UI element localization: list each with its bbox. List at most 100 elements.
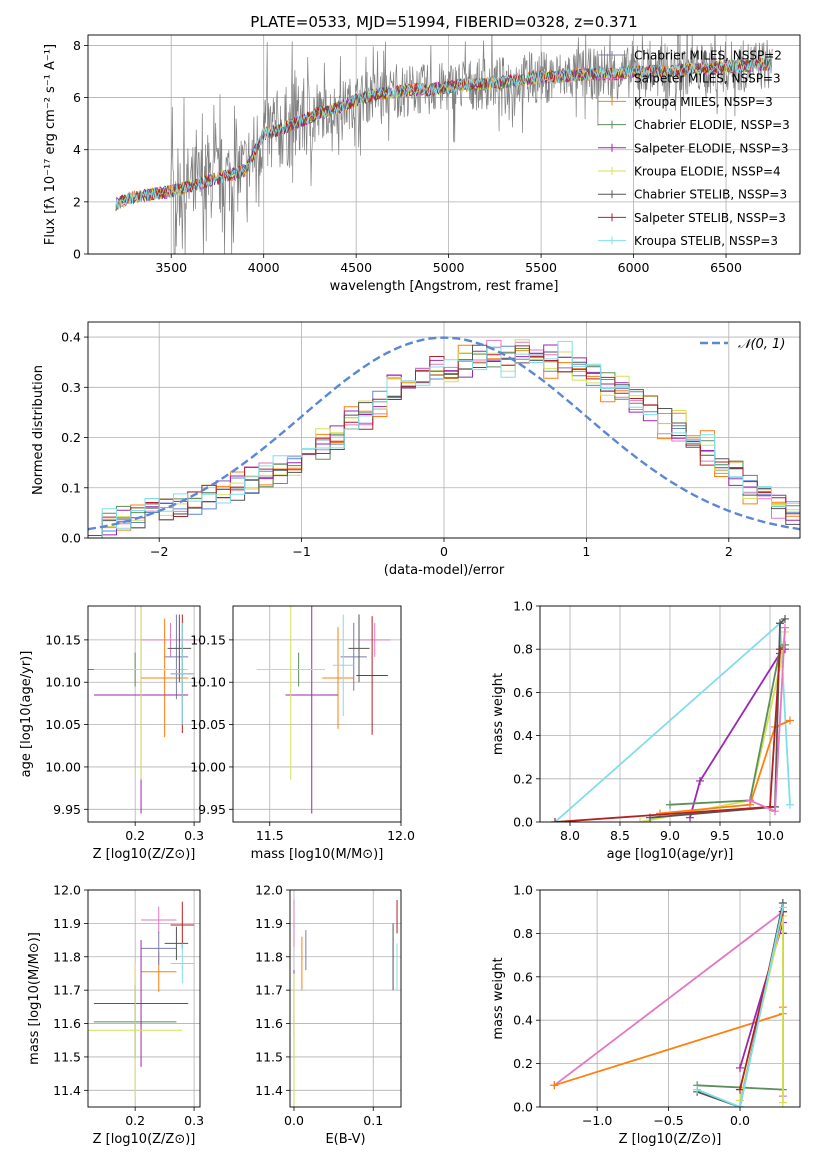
x-tick-label: 10.0 [756,828,784,843]
y-tick-label: 11.7 [53,983,81,998]
y-tick-label: 4 [73,142,81,157]
errorbar-point [285,606,338,814]
axes-frame [232,605,402,823]
x-tick-label: −0.5 [653,1113,683,1128]
x-tick-label: 0.3 [184,828,204,843]
axes-frame [539,605,801,823]
y-tick-label: 11.8 [53,949,81,964]
y-tick-label: 0.0 [513,815,533,830]
plot-area [256,606,391,814]
age-vs-mass-panel: 11.5 12.0 9.95 10.00 10.05 10.10 10.15 mass [lo… [190,605,415,862]
errorbar-point [359,622,391,657]
series-line [659,719,791,815]
x-axis-label: E(B-V) [325,1132,365,1147]
chart-legend: 𝒩(0, 1) [700,337,785,352]
x-axis-label: Z [log10(Z/Z⊙)] [93,847,196,862]
y-tick-label: 0.2 [513,1056,533,1071]
y-tick-label: 0.3 [61,380,81,395]
y-tick-label: 11.4 [53,1083,81,1098]
x-axis-label: (data-model)/error [384,563,505,578]
y-tick-label: 0.6 [513,969,533,984]
age-vs-Z-panel: 0.2 0.3 9.95 10.00 10.05 10.10 10.15 Z [log10(Z… [19,605,204,862]
series-marker [778,903,787,912]
y-tick-label: 11.4 [255,1083,283,1098]
legend-label: Kroupa MILES, NSSP=3 [634,95,773,109]
x-tick-label: −1 [292,544,310,559]
series-marker [736,1063,744,1072]
y-axis-label: Normed distribution [31,365,46,495]
mass-weight-vs-Z-panel: −1.0 −0.5 0.0 0.0 0.2 0.4 0.6 0.8 1.0 Z [log10(Z/… [491,883,801,1147]
x-tick-label: 4500 [340,260,372,275]
series-marker [746,796,754,805]
errorbar-point [322,627,354,729]
mass-vs-ebv-panel: 0.0 0.1 11.4 11.5 11.6 11.7 11.8 11.9 12.0 E(B-V) [255,883,402,1147]
errorbar-point [141,622,200,657]
plot-area [551,614,794,822]
x-tick-label: 6000 [618,260,650,275]
y-tick-label: 10.00 [190,759,226,774]
y-tick-label: 0.2 [61,430,81,445]
series-marker [781,623,789,632]
series-marker [776,645,784,654]
x-tick-label: −2 [150,544,168,559]
errorbar-point [348,614,370,683]
axes-frame [539,889,801,1108]
x-axis-label: wavelength [Angstrom, rest frame] [330,279,559,294]
x-tick-label: 0.2 [125,828,145,843]
x-tick-label: 12.0 [387,828,415,843]
series-marker [736,1085,744,1094]
x-tick-label: 5500 [525,260,557,275]
x-axis-label: Z [log10(Z/Z⊙)] [619,1132,722,1147]
x-axis-label: mass [log10(M/M⊙)] [251,847,384,862]
y-tick-label: 11.6 [255,1016,283,1031]
model-line [115,57,772,212]
y-tick-label: 10.05 [45,717,81,732]
y-axis-label: Flux [fλ 10⁻¹⁷ erg cm⁻² s⁻¹ A⁻¹] [43,44,58,245]
histogram-step [88,340,800,538]
series-marker [666,800,674,809]
legend-label: Chabrier MILES, NSSP=2 [634,49,782,63]
x-tick-label: 4000 [248,260,280,275]
x-tick-label: 0.0 [284,1113,304,1128]
y-tick-label: 1.0 [513,883,533,898]
legend-label: Chabrier STELIB, NSSP=3 [634,188,787,202]
y-tick-label: 11.5 [53,1049,81,1064]
histogram-step [88,344,800,536]
errorbar-point [167,614,192,683]
x-tick-label: 0.0 [730,1113,750,1128]
errorbar-point [88,963,183,1097]
plot-area [293,900,398,1107]
legend-label: Kroupa ELODIE, NSSP=4 [634,165,781,179]
observed-spectrum [115,35,773,254]
y-tick-label: 11.7 [255,983,283,998]
y-tick-label: 0.0 [513,1100,533,1115]
y-tick-label: 0 [73,247,81,262]
y-tick-label: 9.95 [53,802,81,817]
legend-label: Salpeter MILES, NSSP=3 [634,72,781,86]
gaussian-curve [88,336,800,531]
y-tick-label: 10.15 [45,632,81,647]
errorbar-point [141,906,177,934]
plot-area [115,35,773,254]
series-marker [786,800,794,809]
x-tick-label: 9.5 [710,828,730,843]
y-tick-label: 12.0 [53,883,81,898]
y-tick-label: 6 [73,90,81,105]
legend-label: Salpeter ELODIE, NSSP=3 [634,141,789,155]
y-tick-label: 0.6 [513,685,533,700]
series-line [669,644,786,806]
x-tick-label: 0.1 [363,1113,383,1128]
axes-frame [87,34,801,255]
y-axis-label: mass weight [491,673,506,755]
legend-label: 𝒩(0, 1) [738,337,785,352]
series-marker [778,1098,787,1107]
axes-frame [87,605,201,823]
mass-vs-Z-panel: 0.2 0.3 11.4 11.5 11.6 11.7 11.8 11.9 12.0 Z [log… [27,883,204,1148]
x-tick-label: 6500 [710,260,742,275]
plot-area [550,899,787,1107]
x-tick-label: 2 [725,544,733,559]
errorbar-point [93,606,189,780]
errorbar-point [164,614,189,700]
y-axis-label: mass weight [491,957,506,1039]
